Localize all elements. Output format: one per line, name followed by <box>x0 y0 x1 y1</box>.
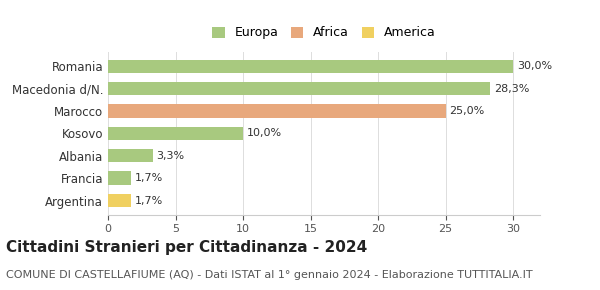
Bar <box>108 127 243 140</box>
Text: 10,0%: 10,0% <box>247 128 282 138</box>
Bar <box>108 149 152 162</box>
Bar <box>108 171 131 185</box>
Legend: Europa, Africa, America: Europa, Africa, America <box>208 23 440 43</box>
Bar <box>108 59 513 73</box>
Text: 25,0%: 25,0% <box>449 106 485 116</box>
Bar <box>108 82 490 95</box>
Text: 1,7%: 1,7% <box>135 173 163 183</box>
Text: 28,3%: 28,3% <box>494 84 529 94</box>
Text: Cittadini Stranieri per Cittadinanza - 2024: Cittadini Stranieri per Cittadinanza - 2… <box>6 240 367 255</box>
Bar <box>108 104 445 118</box>
Text: 3,3%: 3,3% <box>157 151 185 161</box>
Text: 1,7%: 1,7% <box>135 195 163 206</box>
Text: 30,0%: 30,0% <box>517 61 552 71</box>
Text: COMUNE DI CASTELLAFIUME (AQ) - Dati ISTAT al 1° gennaio 2024 - Elaborazione TUTT: COMUNE DI CASTELLAFIUME (AQ) - Dati ISTA… <box>6 270 533 280</box>
Bar <box>108 194 131 207</box>
